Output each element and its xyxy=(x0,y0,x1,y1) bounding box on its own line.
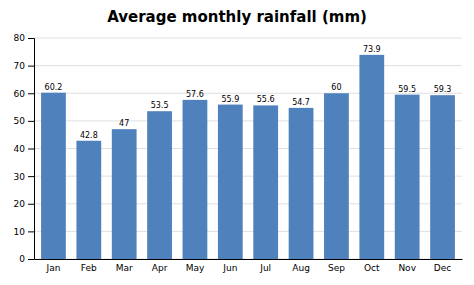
y-tick: 60 xyxy=(14,89,34,99)
x-axis: Jan Feb Mar Apr May Jun Jul Aug Sep Oct Nov Dec xyxy=(35,260,463,274)
bar xyxy=(183,100,208,259)
x-tick-label: Aug xyxy=(292,263,310,273)
data-label: 60 xyxy=(331,83,341,92)
y-axis-line xyxy=(28,39,35,260)
bar xyxy=(289,108,314,259)
y-tick: 80 xyxy=(14,33,34,43)
chart-container: Average monthly rainfall (mm) 0 10 20 30 40 50… xyxy=(0,0,474,285)
data-label: 59.5 xyxy=(398,85,416,94)
y-tick: 0 xyxy=(19,254,34,264)
y-tick-mark xyxy=(28,121,34,122)
y-tick: 50 xyxy=(14,116,34,126)
data-label: 55.9 xyxy=(221,95,239,104)
x-tick: Dec xyxy=(434,263,451,273)
data-label: 57.6 xyxy=(186,90,204,99)
y-tick-label: 40 xyxy=(14,144,26,154)
y-tick: 40 xyxy=(14,144,34,154)
y-tick-label: 20 xyxy=(14,199,26,209)
x-tick: Mar xyxy=(116,263,133,273)
y-tick-mark xyxy=(28,176,34,177)
x-axis-line xyxy=(35,259,463,260)
y-tick: 10 xyxy=(14,227,34,237)
y-tick-mark xyxy=(28,259,34,260)
bar xyxy=(76,141,101,259)
grid-line xyxy=(34,38,462,39)
y-tick-mark xyxy=(28,66,34,67)
title: Average monthly rainfall (mm) xyxy=(107,8,367,26)
x-tick-label: Dec xyxy=(434,263,451,273)
y-tick: 70 xyxy=(14,61,34,71)
bar xyxy=(324,93,349,259)
y-tick-mark xyxy=(28,38,34,39)
grid-line xyxy=(34,65,462,66)
x-tick: Jan xyxy=(46,263,61,273)
y-tick-mark xyxy=(28,231,34,232)
y-tick-label: 30 xyxy=(14,172,26,182)
plot-area: 0 10 20 30 40 50 60 70 80 Jan Feb Mar Apr May Jun Jul Au… xyxy=(14,33,463,273)
x-tick-label: Nov xyxy=(398,263,416,273)
data-label: 59.3 xyxy=(434,85,452,94)
x-tick-label: Feb xyxy=(81,263,97,273)
x-tick: Jul xyxy=(259,263,271,273)
y-tick-label: 50 xyxy=(14,116,26,126)
y-tick: 20 xyxy=(14,199,34,209)
x-tick-label: Jan xyxy=(46,263,61,273)
x-tick-label: Jun xyxy=(222,263,237,273)
x-tick: Aug xyxy=(292,263,310,273)
bar xyxy=(395,95,420,259)
x-tick: Nov xyxy=(398,263,416,273)
grid xyxy=(34,38,462,259)
y-tick-mark xyxy=(28,93,34,94)
bar xyxy=(147,111,172,259)
data-label: 73.9 xyxy=(363,45,381,54)
y-tick-label: 70 xyxy=(14,61,26,71)
bar xyxy=(359,55,384,259)
y-tick-mark xyxy=(28,204,34,205)
y-axis: 0 10 20 30 40 50 60 70 80 xyxy=(14,33,35,264)
x-tick: Sep xyxy=(328,263,345,273)
x-tick-label: Oct xyxy=(364,263,380,273)
data-label: 54.7 xyxy=(292,98,310,107)
data-label: 60.2 xyxy=(45,83,63,92)
x-tick: May xyxy=(186,263,205,273)
y-tick-label: 10 xyxy=(14,227,26,237)
y-tick-label: 80 xyxy=(14,33,26,43)
y-tick-label: 60 xyxy=(14,89,26,99)
data-label: 42.8 xyxy=(80,131,98,140)
x-tick-label: Apr xyxy=(152,263,168,273)
x-tick: Apr xyxy=(152,263,168,273)
bar xyxy=(430,95,455,259)
y-tick-label: 0 xyxy=(19,254,25,264)
x-tick: Oct xyxy=(364,263,380,273)
data-label: 53.5 xyxy=(151,101,169,110)
bar xyxy=(218,105,243,259)
data-label: 47 xyxy=(119,119,129,128)
bar xyxy=(41,93,66,259)
x-tick-label: May xyxy=(186,263,205,273)
y-tick-mark xyxy=(28,149,34,150)
x-tick: Feb xyxy=(81,263,97,273)
chart-svg: Average monthly rainfall (mm) 0 10 20 30 40 50… xyxy=(0,0,474,285)
data-label: 55.6 xyxy=(257,95,275,104)
bars xyxy=(41,55,455,259)
x-tick-label: Mar xyxy=(116,263,133,273)
x-tick: Jun xyxy=(222,263,237,273)
data-labels: 60.2 42.8 47 53.5 57.6 55.9 55.6 54.7 60 73.9 59.5… xyxy=(45,45,452,140)
bar xyxy=(112,129,137,259)
bar xyxy=(253,105,278,259)
y-tick: 30 xyxy=(14,172,34,182)
x-tick-label: Jul xyxy=(259,263,271,273)
x-tick-label: Sep xyxy=(328,263,345,273)
